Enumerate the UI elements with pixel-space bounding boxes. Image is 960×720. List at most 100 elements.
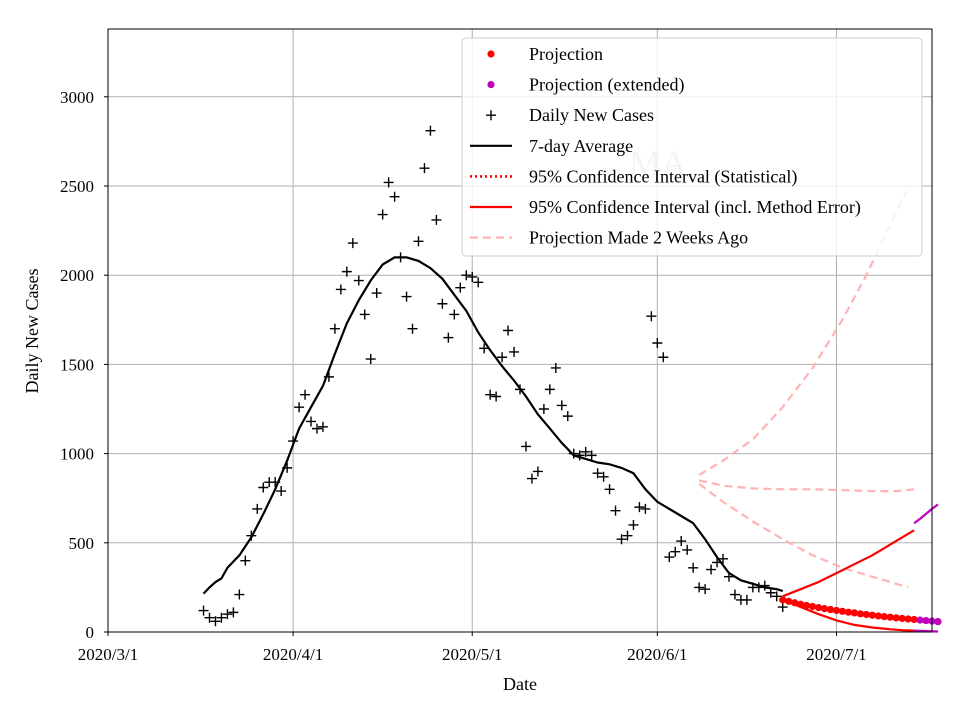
seven-day-average-layer (202, 256, 784, 595)
daily-case-point (526, 473, 537, 484)
legend-item-projection: Projection (487, 44, 603, 64)
x-tick-label: 2020/7/1 (806, 645, 866, 664)
legend-label: Projection Made 2 Weeks Ago (529, 228, 748, 248)
projection-point (868, 611, 876, 619)
legend-marker (486, 110, 496, 121)
daily-case-point (634, 502, 645, 513)
daily-case-point (598, 471, 609, 482)
daily-case-point (216, 612, 227, 623)
daily-case-point (741, 594, 752, 605)
daily-case-point (222, 609, 233, 620)
daily-case-point (407, 323, 418, 334)
legend: Projection Projection (extended) Daily New… (461, 37, 923, 257)
axis-ticks: 2020/3/1 2020/4/1 2020/5/1 2020/6/1 2020/7/1… (60, 88, 867, 664)
projection-point (826, 605, 835, 614)
daily-case-point (497, 352, 508, 363)
daily-case-point (520, 441, 531, 452)
past-projection-center-line (698, 479, 915, 493)
projection-point (844, 608, 853, 616)
daily-case-point (503, 325, 514, 336)
projection-point (892, 614, 900, 622)
projection-extended-point (916, 616, 924, 624)
daily-case-point (228, 607, 239, 618)
daily-case-point (538, 403, 549, 414)
projection-point (808, 602, 817, 611)
x-tick-label: 2020/3/1 (78, 645, 138, 664)
daily-case-point (306, 416, 317, 427)
projection-point (838, 607, 847, 615)
daily-case-point (389, 191, 400, 202)
daily-case-point (616, 534, 627, 545)
daily-case-point (419, 163, 430, 174)
legend-item-ci_stat: 95% Confidence Interval (Statistical) (470, 166, 797, 187)
daily-case-point (580, 446, 591, 457)
projection-point (850, 609, 858, 617)
daily-case-point (759, 580, 770, 591)
ci-upper-extended-line (913, 503, 939, 525)
daily-case-point (509, 346, 520, 357)
daily-case-point (574, 450, 585, 461)
daily-case-point (300, 389, 311, 400)
legend-marker (487, 50, 495, 58)
daily-case-point (413, 236, 424, 247)
daily-case-point (270, 477, 281, 488)
legend-item-ci_full: 95% Confidence Interval (incl. Method Er… (470, 197, 861, 218)
daily-case-point (198, 605, 209, 616)
projection-point (785, 597, 793, 605)
y-tick-label: 2000 (60, 266, 94, 285)
daily-case-point (550, 362, 561, 373)
daily-case-point (676, 536, 687, 547)
daily-case-point (371, 288, 382, 299)
projection-point (880, 613, 888, 621)
daily-case-point (652, 337, 663, 348)
projection-point (856, 610, 864, 618)
daily-case-point (252, 503, 263, 514)
legend-box (461, 37, 923, 257)
daily-case-point (431, 214, 442, 225)
projection-point (886, 613, 894, 621)
ci-upper-line (782, 529, 915, 598)
daily-case-point (425, 125, 436, 136)
daily-case-point (532, 466, 543, 477)
daily-case-point (765, 587, 776, 598)
legend-label: Projection (529, 44, 603, 64)
daily-case-point (670, 546, 681, 557)
projection-point (904, 615, 912, 623)
daily-case-point (610, 505, 621, 516)
projection-point (779, 596, 787, 604)
daily-case-point (753, 582, 764, 593)
projection-point (820, 605, 829, 613)
daily-case-point (288, 436, 299, 447)
past-projection-layer (698, 189, 915, 589)
daily-case-point (317, 421, 328, 432)
daily-case-point (592, 468, 603, 479)
daily-case-point (311, 423, 322, 434)
daily-case-point (473, 277, 484, 288)
daily-case-point (604, 484, 615, 495)
daily-case-point (353, 275, 364, 286)
seven-day-average-line (202, 256, 784, 595)
daily-case-point (282, 462, 293, 473)
confidence-interval-layer (782, 503, 939, 633)
daily-case-point (467, 271, 478, 282)
legend-marker (487, 81, 495, 89)
daily-case-point (365, 354, 376, 365)
daily-case-point (401, 291, 412, 302)
daily-case-point (479, 343, 490, 354)
daily-case-point (246, 530, 257, 541)
x-tick-label: 2020/6/1 (627, 645, 687, 664)
daily-case-point (329, 323, 340, 334)
daily-case-point (706, 564, 717, 575)
daily-case-point (347, 238, 358, 249)
daily-case-point (562, 411, 573, 422)
daily-case-point (682, 544, 693, 555)
legend-item-avg: 7-day Average (470, 136, 633, 156)
ci-lower-line (782, 598, 915, 632)
daily-case-point (771, 591, 782, 602)
daily-case-point (628, 519, 639, 530)
daily-case-point (658, 352, 669, 363)
daily-case-point (491, 391, 502, 402)
daily-case-point (700, 584, 711, 595)
daily-case-point (622, 530, 633, 541)
projection-point (874, 612, 882, 620)
